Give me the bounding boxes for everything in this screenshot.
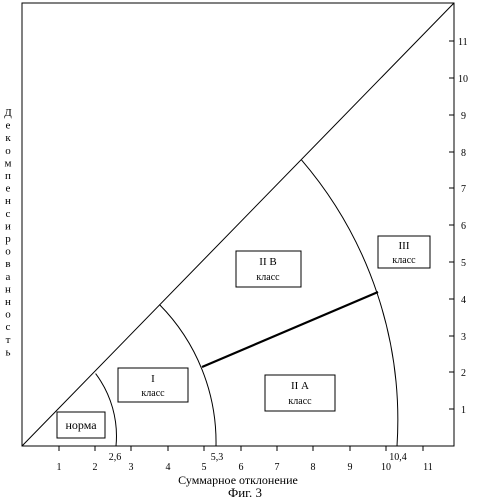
x-tick-label: 7: [275, 462, 280, 473]
y-tick-label: 4: [461, 295, 466, 306]
boundary-line-2a-2b: [202, 292, 378, 367]
zone-class-3: III класс: [378, 236, 430, 268]
x-tick-label: 3: [129, 462, 134, 473]
x-axis-ticks: [59, 446, 423, 451]
svg-text:класс: класс: [288, 396, 312, 407]
figure-caption: Фиг. 3: [228, 485, 262, 500]
y-axis-label: Декомпенсированность: [4, 107, 12, 358]
x-tick-label: 11: [423, 462, 433, 473]
x-tick-label: 2: [93, 462, 98, 473]
zone-class-2b: II В класс: [236, 251, 301, 287]
y-tick-label: 7: [461, 184, 466, 195]
svg-text:III: III: [399, 240, 410, 252]
x-tick-label: 9: [348, 462, 353, 473]
x-axis-tick-labels: 1 2 3 4 5 6 7 8 9 10 11 2,6 5,3 10,4: [57, 452, 433, 473]
y-axis-ticks: [449, 41, 454, 409]
diagonal-line: [22, 3, 454, 446]
y-tick-label: 8: [461, 148, 466, 159]
y-tick-label: 3: [461, 332, 466, 343]
x-tick-label: 4: [166, 462, 171, 473]
x-tick-label: 6: [239, 462, 244, 473]
x-tick-label: 1: [57, 462, 62, 473]
zone-class-1: I класс: [118, 368, 188, 402]
y-tick-label: 11: [458, 37, 468, 48]
x-special-tick-label: 2,6: [109, 452, 122, 463]
svg-text:I: I: [151, 373, 155, 385]
y-tick-label: 5: [461, 258, 466, 269]
y-tick-label: 6: [461, 221, 466, 232]
svg-text:II А: II А: [291, 380, 309, 392]
y-axis-tick-labels: 1 2 3 4 5 6 7 8 9 10 11: [458, 37, 468, 416]
x-tick-label: 5: [202, 462, 207, 473]
y-tick-label: 9: [461, 111, 466, 122]
svg-text:норма: норма: [65, 418, 97, 432]
zone-class-2a: II А класс: [265, 375, 335, 411]
y-tick-label: 1: [461, 405, 466, 416]
x-tick-label: 10: [381, 462, 391, 473]
x-tick-label: 8: [311, 462, 316, 473]
svg-text:класс: класс: [392, 255, 416, 266]
svg-text:класс: класс: [256, 272, 280, 283]
x-special-tick-label: 5,3: [211, 452, 224, 463]
x-special-tick-label: 10,4: [389, 452, 407, 463]
svg-text:II В: II В: [259, 256, 276, 268]
y-tick-label: 10: [458, 74, 468, 85]
y-tick-label: 2: [461, 368, 466, 379]
svg-text:класс: класс: [141, 388, 165, 399]
zone-norma: норма: [57, 412, 105, 438]
